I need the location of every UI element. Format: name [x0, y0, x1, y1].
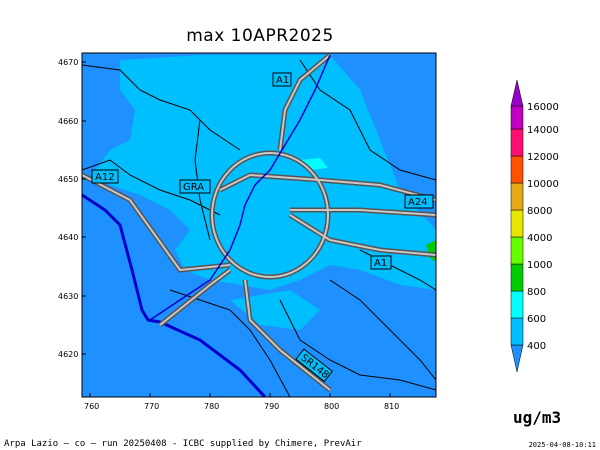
map-title: max 10APR2025 [186, 26, 334, 46]
road-label-gra: GRA [179, 179, 211, 194]
svg-text:GRA: GRA [183, 182, 204, 193]
motorways [82, 54, 436, 391]
legend-arrow-high [510, 79, 524, 107]
map-frame [81, 52, 437, 398]
color-legend: 400 600 800 1000 4000 8000 10000 12000 1… [510, 79, 559, 373]
svg-text:4640: 4640 [58, 233, 78, 242]
svg-text:600: 600 [527, 314, 546, 325]
road-labels: A1 A12 GRA A24 A1 SR148 [91, 72, 434, 383]
road-label-a24: A24 [404, 194, 434, 209]
svg-text:760: 760 [84, 402, 99, 411]
x-axis: 760 770 780 790 800 810 [84, 393, 399, 411]
svg-text:4630: 4630 [58, 292, 78, 301]
sea-area [82, 195, 265, 397]
legend-arrow-low [510, 344, 524, 373]
road-label-a1-north: A1 [272, 72, 292, 87]
svg-text:4000: 4000 [527, 233, 552, 244]
high-concentration-zone [95, 55, 436, 290]
legend-labels: 400 600 800 1000 4000 8000 10000 12000 1… [527, 102, 559, 352]
svg-text:800: 800 [527, 287, 546, 298]
timestamp: 2025-04-08-10:11 [528, 441, 596, 449]
road-label-a1-south: A1 [370, 255, 392, 270]
svg-text:4660: 4660 [58, 117, 78, 126]
svg-text:A1: A1 [374, 258, 387, 269]
svg-text:A1: A1 [276, 75, 289, 86]
svg-text:8000: 8000 [527, 206, 552, 217]
coastline [82, 193, 267, 397]
svg-text:790: 790 [264, 402, 279, 411]
river [149, 54, 331, 321]
svg-text:4670: 4670 [58, 58, 78, 67]
svg-text:780: 780 [204, 402, 219, 411]
footer-credits: Arpa Lazio — co — run 20250408 - ICBC su… [4, 439, 362, 449]
y-axis: 4670 4660 4650 4640 4630 4620 [58, 58, 86, 359]
map-area: A1 A12 GRA A24 A1 SR148 [82, 53, 436, 397]
unit-label: ug/m3 [513, 408, 562, 427]
svg-text:A24: A24 [408, 197, 428, 208]
svg-text:14000: 14000 [527, 125, 559, 136]
svg-text:4650: 4650 [58, 175, 78, 184]
svg-text:4620: 4620 [58, 350, 78, 359]
high-concentration-zone [230, 290, 320, 330]
svg-text:400: 400 [527, 341, 546, 352]
svg-text:810: 810 [384, 402, 399, 411]
svg-text:1000: 1000 [527, 260, 552, 271]
svg-text:10000: 10000 [527, 179, 559, 190]
svg-text:12000: 12000 [527, 152, 559, 163]
road-label-a12: A12 [91, 169, 119, 184]
svg-text:800: 800 [324, 402, 339, 411]
svg-text:16000: 16000 [527, 102, 559, 113]
svg-text:A12: A12 [95, 172, 115, 183]
svg-text:770: 770 [144, 402, 159, 411]
